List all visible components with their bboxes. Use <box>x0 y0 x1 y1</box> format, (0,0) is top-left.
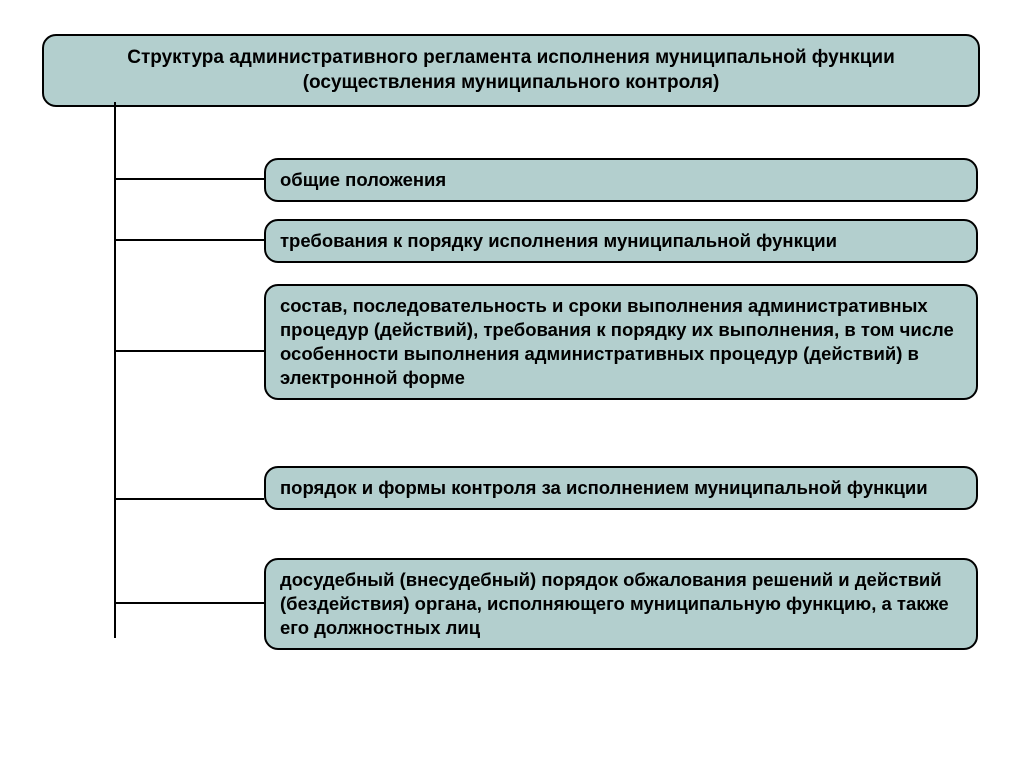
trunk-line <box>114 102 116 638</box>
branch-line-2 <box>114 350 264 352</box>
child-box-4: досудебный (внесудебный) порядок обжалов… <box>264 558 978 650</box>
child-box-0: общие положения <box>264 158 978 202</box>
child-box-2: состав, последовательность и сроки выпол… <box>264 284 978 400</box>
child-box-1: требования к порядку исполнения муниципа… <box>264 219 978 263</box>
branch-line-3 <box>114 498 264 500</box>
child-box-3: порядок и формы контроля за исполнением … <box>264 466 978 510</box>
branch-line-0 <box>114 178 264 180</box>
branch-line-1 <box>114 239 264 241</box>
header-box: Структура административного регламента и… <box>42 34 980 107</box>
branch-line-4 <box>114 602 264 604</box>
